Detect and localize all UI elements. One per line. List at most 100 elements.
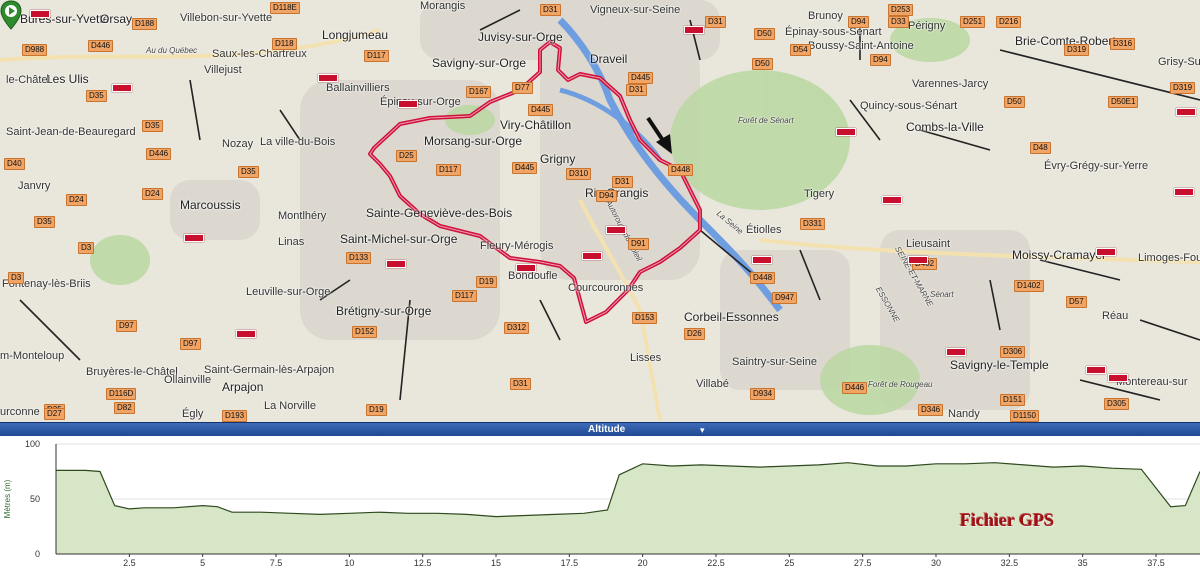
place-label: Saintry-sur-Seine xyxy=(732,356,817,368)
highway-shield-marker xyxy=(882,196,902,204)
road-label: D193 xyxy=(222,410,248,422)
elevation-chart: 100 50 0 Mètres (m) 2.5 5 7.5 10 12.5 15 17.5 20 22.… xyxy=(3,439,1200,568)
road-label: D54 xyxy=(790,44,811,56)
map-base xyxy=(0,0,1200,421)
place-label: Au du Québec xyxy=(146,46,198,55)
place-label: Morangis xyxy=(420,0,466,12)
map-view[interactable]: Bures-sur-Yvette Orsay Villebon-sur-Yvette… xyxy=(0,0,1200,422)
highway-shield-marker xyxy=(112,84,132,92)
road-label: D25 xyxy=(396,150,417,162)
highway-shield-marker xyxy=(1108,374,1128,382)
y-tick-label: 50 xyxy=(30,494,40,504)
road-label: D57 xyxy=(1066,296,1087,308)
elevation-profile: 100 50 0 Mètres (m) 2.5 5 7.5 10 12.5 15 17.5 20 22.… xyxy=(0,436,1200,572)
road-label: D3 xyxy=(78,242,95,254)
place-label: Janvry xyxy=(18,180,51,192)
x-tick-label: 15 xyxy=(491,558,501,568)
place-label: Épinay-sous-Sénart xyxy=(785,26,882,38)
highway-shield-marker xyxy=(1174,188,1194,196)
x-tick-label: 7.5 xyxy=(270,558,283,568)
road-label: D118 xyxy=(272,38,297,50)
road-label: D97 xyxy=(180,338,201,350)
highway-shield-marker xyxy=(946,348,966,356)
x-tick-label: 30 xyxy=(931,558,941,568)
highway-shield-marker xyxy=(752,256,772,264)
road-label: D50 xyxy=(754,28,775,40)
x-tick-label: 35 xyxy=(1078,558,1088,568)
place-label: Tigery xyxy=(804,188,835,200)
place-label: Combs-la-Ville xyxy=(906,120,984,134)
place-label: urconne xyxy=(0,406,40,418)
road-label: D253 xyxy=(888,4,914,16)
place-label: Étiolles xyxy=(746,224,782,236)
place-label: Grigny xyxy=(540,152,576,166)
highway-shield-marker xyxy=(398,100,418,108)
road-label: D94 xyxy=(870,54,891,66)
place-label: Marcoussis xyxy=(180,198,241,212)
road-label: D167 xyxy=(466,86,492,98)
place-label: Brunoy xyxy=(808,10,843,22)
road-label: D26 xyxy=(684,328,705,340)
road-label: D31 xyxy=(510,378,531,390)
road-label: D117 xyxy=(436,164,461,176)
place-label: Savigny-sur-Orge xyxy=(432,56,527,70)
road-label: D118E xyxy=(270,2,300,14)
place-label: Réau xyxy=(1102,310,1129,322)
place-label: Morsang-sur-Orge xyxy=(424,134,523,148)
road-label: D445 xyxy=(628,72,654,84)
place-label: Orsay xyxy=(100,12,133,26)
x-tick-label: 17.5 xyxy=(561,558,579,568)
road-label: D117 xyxy=(364,50,389,62)
watermark: Fichier GPS xyxy=(960,510,1055,530)
road-label: D94 xyxy=(596,190,617,202)
road-label: D50E1 xyxy=(1108,96,1139,108)
highway-shield-marker xyxy=(516,264,536,272)
road-label: D446 xyxy=(146,148,172,160)
road-label: D310 xyxy=(566,168,592,180)
road-label: D116D xyxy=(106,388,137,400)
road-label: D3 xyxy=(8,272,25,284)
highway-shield-marker xyxy=(836,128,856,136)
place-label: Leuville-sur-Orge xyxy=(246,286,331,298)
place-label: Épinay-sur-Orge xyxy=(380,96,461,108)
elevation-area xyxy=(56,462,1200,554)
road-label: D319 xyxy=(1170,82,1196,94)
highway-shield-marker xyxy=(1176,108,1196,116)
place-label: Saint-Jean-de-Beauregard xyxy=(6,126,136,138)
road-label: D31 xyxy=(540,4,561,16)
road-label: D19 xyxy=(476,276,497,288)
road-label: D24 xyxy=(66,194,87,206)
place-label: Bondoufle xyxy=(508,270,558,282)
x-tick-label: 20 xyxy=(638,558,648,568)
road-label: D40 xyxy=(4,158,25,170)
road-label: D91 xyxy=(628,238,649,250)
road-label: D50 xyxy=(1004,96,1025,108)
start-marker-icon[interactable] xyxy=(0,0,22,30)
chevron-down-icon[interactable]: ▾ xyxy=(700,425,705,435)
place-label: Villejust xyxy=(204,64,242,76)
highway-shield-marker xyxy=(318,74,338,82)
place-label: m-Monteloup xyxy=(0,350,65,362)
direction-arrow-icon xyxy=(646,116,672,154)
highway-shield-marker xyxy=(908,256,928,264)
highway-shield-marker xyxy=(184,234,204,242)
highway-shield-marker xyxy=(30,10,50,18)
place-label: Courcouronnes xyxy=(568,282,644,294)
place-label: Varennes-Jarcy xyxy=(912,78,989,90)
altitude-tab[interactable]: Altitude xyxy=(588,424,626,435)
highway-shield-marker xyxy=(236,330,256,338)
road-label: D346 xyxy=(918,404,944,416)
place-label: Montereau-sur xyxy=(1116,376,1188,388)
x-tick-label: 25 xyxy=(784,558,794,568)
road-label: D988 xyxy=(22,44,48,56)
x-tick-label: 10 xyxy=(344,558,354,568)
x-tick-label: 5 xyxy=(200,558,205,568)
place-label: Grisy-Suis xyxy=(1158,56,1200,68)
road-label: D316 xyxy=(1110,38,1136,50)
place-label: Brétigny-sur-Orge xyxy=(336,304,432,318)
road-label: D31 xyxy=(705,16,726,28)
road-label: D117 xyxy=(452,290,477,302)
road-label: D1150 xyxy=(1010,410,1039,422)
highway-shield-marker xyxy=(582,252,602,260)
place-label: Ollainville xyxy=(164,374,212,386)
